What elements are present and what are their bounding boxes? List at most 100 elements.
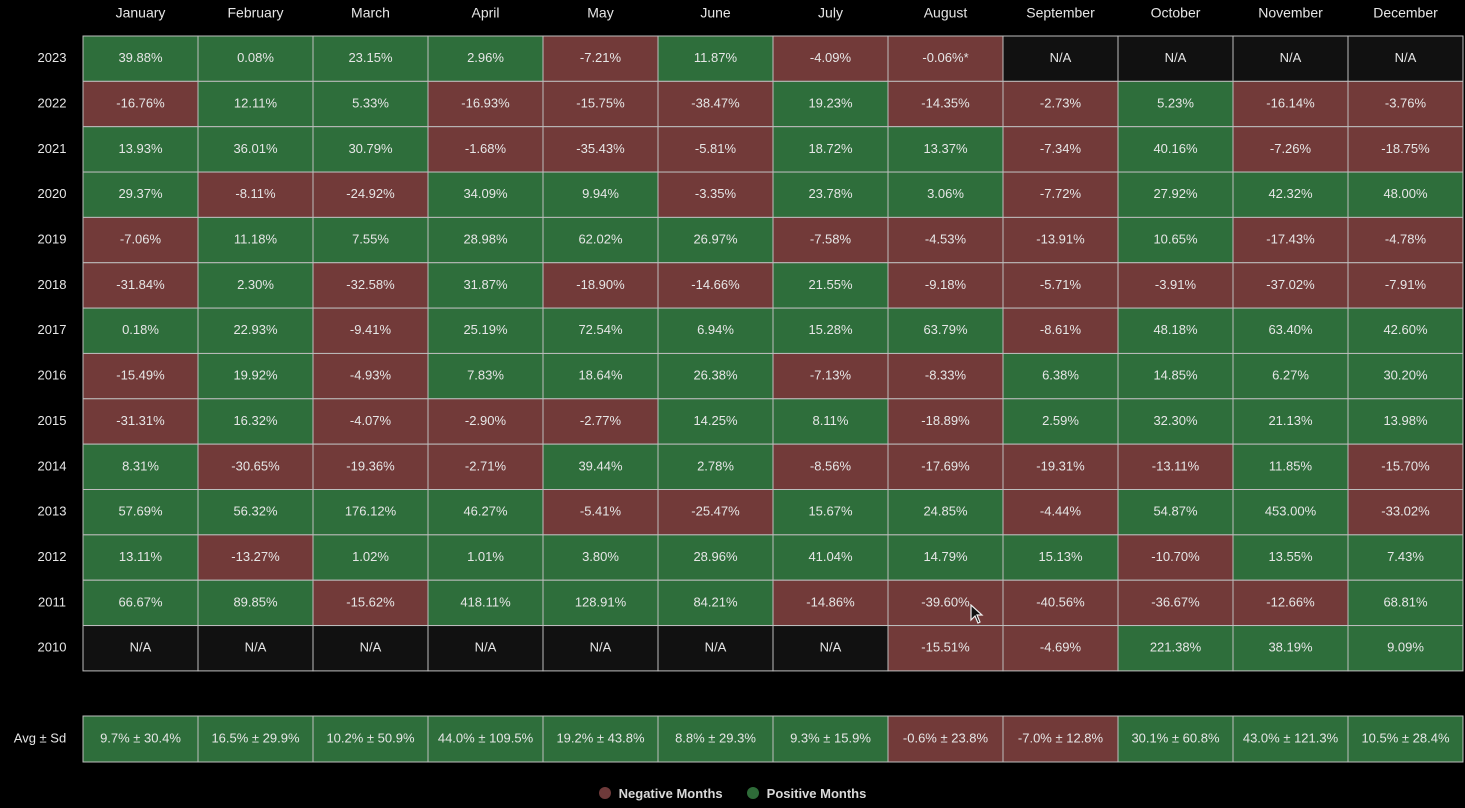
- summary-cell-label: 8.8% ± 29.3%: [675, 730, 756, 745]
- heatmap-cell-label: N/A: [1280, 50, 1302, 65]
- month-header-october: October: [1151, 5, 1201, 21]
- heatmap-cell-label: 128.91%: [575, 594, 627, 609]
- heatmap-cell-label: -31.31%: [116, 413, 165, 428]
- month-header-april: April: [471, 5, 499, 21]
- heatmap-cell: [197, 307, 314, 354]
- heatmap-cell: [657, 80, 774, 128]
- heatmap-cell-label: 24.85%: [923, 504, 968, 519]
- heatmap-cell-label: 25.19%: [463, 322, 508, 337]
- heatmap-cell: [1232, 171, 1349, 218]
- heatmap-cell: [312, 216, 429, 264]
- heatmap-cell: [657, 262, 774, 309]
- heatmap-cell-label: 39.88%: [118, 50, 163, 65]
- summary-cell: [542, 715, 659, 763]
- heatmap-cell-label: 41.04%: [808, 549, 853, 564]
- summary-cell-label: 19.2% ± 43.8%: [556, 730, 645, 745]
- heatmap-cell: [1232, 489, 1349, 536]
- heatmap-cell: [887, 352, 1004, 400]
- heatmap-cell-label: -3.91%: [1155, 277, 1197, 292]
- mouse-cursor-icon: [970, 604, 984, 624]
- heatmap-cell-label: N/A: [245, 640, 267, 655]
- heatmap-cell-label: 13.37%: [923, 141, 968, 156]
- year-label-2021: 2021: [38, 141, 67, 156]
- heatmap-cell: [772, 352, 889, 400]
- year-label-2014: 2014: [38, 458, 67, 473]
- heatmap-cell: [1232, 443, 1349, 490]
- heatmap-cell: [1232, 534, 1349, 581]
- heatmap-cell: [887, 398, 1004, 445]
- heatmap-cell: [1002, 489, 1119, 536]
- heatmap-cell: [1232, 307, 1349, 354]
- heatmap-cell-label: -4.44%: [1040, 504, 1082, 519]
- heatmap-cell: [657, 171, 774, 218]
- heatmap-cell-label: -36.67%: [1151, 594, 1200, 609]
- heatmap-cell-label: 63.40%: [1268, 322, 1313, 337]
- heatmap-cell: [427, 489, 544, 536]
- heatmap-cell: [772, 262, 889, 309]
- heatmap-cell-label: -19.31%: [1036, 458, 1085, 473]
- heatmap-cell-label: 14.85%: [1153, 368, 1198, 383]
- heatmap-cell-label: -7.72%: [1040, 186, 1082, 201]
- heatmap-cell: [657, 398, 774, 445]
- heatmap-cell: [1347, 534, 1464, 581]
- heatmap-cell: [887, 489, 1004, 536]
- heatmap-cell: [1347, 625, 1464, 672]
- heatmap-cell-label: -4.93%: [350, 368, 392, 383]
- heatmap-cell-label: 13.98%: [1383, 413, 1428, 428]
- heatmap-cell-label: 28.96%: [693, 549, 738, 564]
- heatmap-cell: [1117, 35, 1234, 82]
- heatmap-cell: [1347, 126, 1464, 173]
- heatmap-cell-label: -39.60%: [921, 594, 970, 609]
- heatmap-cell-label: 54.87%: [1153, 504, 1198, 519]
- heatmap-cell: [772, 80, 889, 128]
- heatmap-cell: [1002, 307, 1119, 354]
- heatmap-cell: [772, 443, 889, 490]
- heatmap-cell-label: -13.11%: [1152, 458, 1200, 473]
- heatmap-cell-label: -5.71%: [1040, 277, 1082, 292]
- summary-cell: [1232, 715, 1349, 763]
- heatmap-cell-label: -4.53%: [925, 232, 967, 247]
- heatmap-cell-label: -8.33%: [925, 368, 967, 383]
- heatmap-cell: [657, 307, 774, 354]
- heatmap-cell-label: 2.78%: [697, 458, 734, 473]
- heatmap-cell: [82, 35, 199, 82]
- heatmap-cell-label: 13.11%: [119, 549, 163, 564]
- year-label-2022: 2022: [38, 95, 67, 110]
- heatmap-cell-label: 1.02%: [352, 549, 389, 564]
- heatmap-cell: [1002, 398, 1119, 445]
- heatmap-cell: [542, 126, 659, 173]
- legend-swatch-negative: [598, 787, 611, 799]
- heatmap-cell: [312, 126, 429, 173]
- summary-cell: [887, 715, 1004, 763]
- year-label-2017: 2017: [38, 322, 67, 337]
- heatmap-cell-label: 15.28%: [808, 322, 853, 337]
- heatmap-cell: [542, 216, 659, 264]
- month-header-july: July: [818, 5, 843, 21]
- summary-cell: [427, 715, 544, 763]
- heatmap-cell-label: 39.44%: [578, 458, 623, 473]
- heatmap-cell-label: 8.31%: [122, 458, 159, 473]
- heatmap-cell-label: -4.09%: [810, 50, 852, 65]
- heatmap-cell-label: 10.65%: [1153, 232, 1198, 247]
- heatmap-cell: [657, 216, 774, 264]
- heatmap-cell-label: -40.56%: [1036, 594, 1085, 609]
- heatmap-cell-label: -5.41%: [580, 504, 622, 519]
- heatmap-cell: [197, 80, 314, 128]
- heatmap-cell-label: 19.23%: [808, 95, 853, 110]
- heatmap-cell-label: 18.64%: [578, 368, 623, 383]
- heatmap-cell-label: 21.13%: [1268, 413, 1313, 428]
- heatmap-cell-label: 29.37%: [118, 186, 163, 201]
- heatmap-cell-label: -18.90%: [576, 277, 625, 292]
- heatmap-cell-label: -17.43%: [1266, 232, 1315, 247]
- heatmap-cell-label: -8.11%: [235, 186, 276, 201]
- heatmap-cell-label: -33.02%: [1381, 504, 1430, 519]
- heatmap-cell: [1347, 35, 1464, 82]
- heatmap-cell-label: N/A: [705, 640, 727, 655]
- heatmap-cell-label: 2.96%: [467, 50, 504, 65]
- heatmap-cell-label: -8.56%: [810, 458, 852, 473]
- heatmap-cell-label: -7.06%: [120, 232, 162, 247]
- heatmap-cell-label: 36.01%: [233, 141, 278, 156]
- heatmap-cell: [312, 489, 429, 536]
- heatmap-cell: [427, 307, 544, 354]
- month-header-august: August: [924, 5, 968, 21]
